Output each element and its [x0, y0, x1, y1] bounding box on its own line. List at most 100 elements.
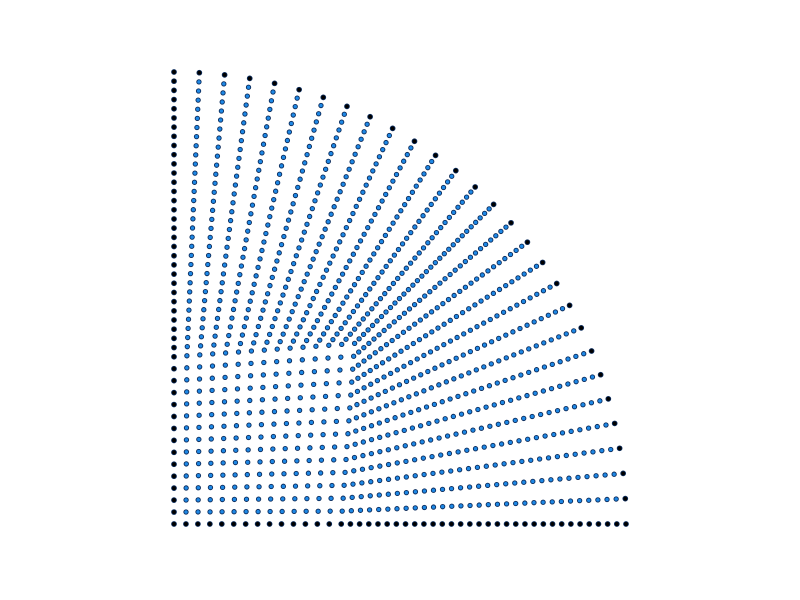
mesh-node [401, 427, 407, 434]
mesh-node [287, 345, 293, 351]
mesh-node [341, 482, 347, 488]
mesh-node [515, 275, 521, 281]
mesh-node [271, 197, 277, 203]
mesh-node [462, 258, 468, 265]
mesh-node [360, 439, 366, 445]
mesh-boundary-node [171, 365, 177, 372]
mesh-node [351, 282, 358, 288]
mesh-node [296, 245, 302, 251]
mesh-node [381, 327, 387, 334]
mesh-node [369, 306, 375, 312]
mesh-boundary-node [430, 521, 436, 527]
mesh-node [251, 193, 257, 200]
mesh-node [434, 418, 440, 424]
mesh-node [387, 304, 394, 311]
mesh-node [417, 177, 423, 183]
mesh-node [196, 400, 202, 406]
mesh-node [277, 300, 283, 306]
mesh-node [260, 141, 267, 147]
mesh-node [481, 364, 487, 370]
mesh-node [195, 88, 202, 94]
mesh-node [394, 460, 400, 466]
mesh-node [251, 281, 257, 287]
mesh-node [351, 353, 357, 359]
mesh-node [211, 189, 217, 195]
mesh-node [386, 356, 392, 362]
mesh-node [394, 490, 400, 497]
mesh-node [410, 282, 416, 288]
mesh-node [339, 508, 345, 514]
mesh-node [295, 184, 301, 191]
mesh-node [538, 315, 544, 322]
mesh-node [208, 448, 214, 454]
mesh-node [452, 267, 458, 273]
mesh-node [468, 224, 474, 230]
mesh-node [403, 265, 409, 271]
mesh-boundary-node [171, 234, 177, 241]
mesh-node [488, 237, 494, 243]
mesh-node [331, 204, 337, 210]
mesh-boundary-node [448, 521, 455, 527]
mesh-node [243, 237, 249, 243]
mesh-node [487, 423, 493, 429]
mesh-node [218, 108, 225, 114]
mesh-node [360, 189, 366, 195]
mesh-node [446, 214, 453, 221]
mesh-boundary-node [171, 307, 177, 314]
mesh-node [540, 288, 547, 294]
mesh-node [284, 137, 291, 144]
mesh-node [183, 449, 190, 455]
mesh-boundary-node [171, 485, 177, 492]
mesh-node [530, 478, 536, 485]
mesh-node [401, 291, 407, 297]
mesh-node [349, 379, 355, 385]
mesh-node [260, 307, 266, 313]
mesh-boundary-node [171, 87, 177, 94]
mesh-boundary-node [171, 289, 177, 296]
mesh-node [551, 431, 557, 438]
mesh-node [351, 454, 358, 461]
mesh-node [343, 224, 349, 231]
mesh-node [191, 197, 197, 204]
mesh-node [540, 499, 546, 505]
mesh-node [503, 501, 510, 507]
mesh-node [220, 271, 227, 277]
mesh-node [265, 115, 271, 121]
mesh-node [520, 298, 527, 305]
mesh-node [295, 432, 301, 439]
mesh-node [217, 297, 223, 304]
mesh-node [486, 383, 493, 389]
mesh-node [420, 213, 426, 219]
mesh-node [526, 346, 532, 352]
mesh-node [613, 496, 619, 502]
mesh-boundary-node [171, 271, 177, 277]
mesh-node [246, 422, 252, 428]
mesh-node [457, 485, 464, 491]
mesh-node [366, 340, 372, 347]
mesh-node [288, 268, 294, 275]
mesh-node [407, 359, 414, 366]
mesh-boundary-node [171, 105, 177, 112]
mesh-node [447, 396, 453, 402]
mesh-node [394, 367, 400, 373]
mesh-node [183, 425, 190, 431]
mesh-node [219, 496, 225, 503]
mesh-node [183, 461, 189, 467]
mesh-node [295, 293, 301, 300]
interior-nodes-group [183, 79, 619, 515]
mesh-node [280, 154, 287, 161]
mesh-node [521, 479, 527, 485]
mesh-boundary-node [196, 69, 203, 76]
mesh-node [432, 365, 438, 371]
mesh-node [361, 412, 367, 418]
mesh-node [534, 291, 540, 297]
mesh-node [256, 167, 262, 173]
mesh-node [374, 318, 380, 324]
mesh-node [229, 315, 235, 321]
mesh-node [503, 481, 509, 487]
mesh-node [283, 433, 289, 439]
mesh-node [573, 353, 579, 360]
mesh-node [408, 409, 414, 416]
mesh-node [339, 271, 346, 277]
mesh-node [519, 458, 525, 465]
